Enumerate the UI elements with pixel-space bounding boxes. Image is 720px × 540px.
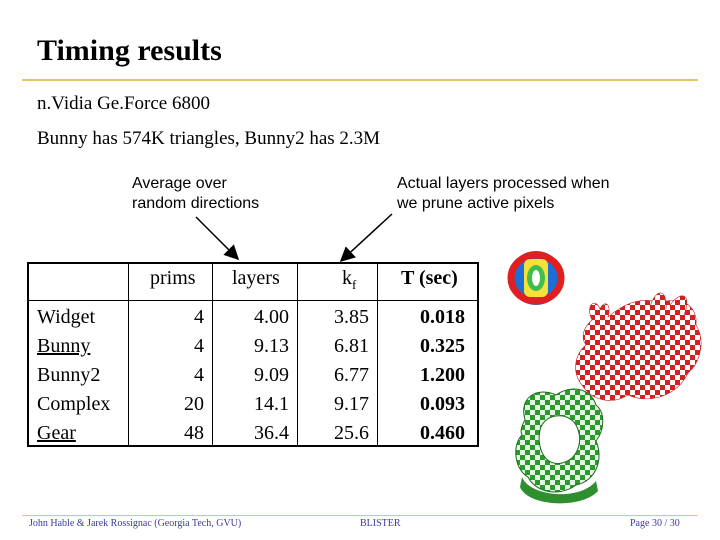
- cell-kf: 25.6: [334, 422, 369, 444]
- cell-layers: 9.13: [254, 335, 289, 357]
- row-name: Bunny2: [37, 364, 101, 386]
- cell-time: 0.325: [420, 335, 465, 357]
- col-header-prims: prims: [150, 267, 196, 289]
- col-header-kf: kf: [342, 267, 357, 292]
- kf-column: 3.85 6.81 6.77 9.17 25.6: [334, 303, 369, 448]
- slide-title: Timing results: [37, 34, 222, 67]
- footer-project: BLISTER: [360, 518, 401, 529]
- cell-kf: 9.17: [334, 393, 369, 415]
- cell-kf: 6.77: [334, 364, 369, 386]
- cell-time: 1.200: [420, 364, 465, 386]
- cell-layers: 4.00: [254, 306, 289, 328]
- cell-layers: 14.1: [254, 393, 289, 415]
- cell-kf: 6.81: [334, 335, 369, 357]
- cell-time: 0.460: [420, 422, 465, 444]
- bunny-render: [575, 292, 702, 401]
- cell-time: 0.093: [420, 393, 465, 415]
- note-average: Average over random directions: [132, 174, 259, 214]
- timing-table: prims layers kf T (sec) Widget Bunny Bun…: [27, 262, 479, 447]
- footer-authors: John Hable & Jarek Rossignac (Georgia Te…: [29, 518, 242, 529]
- prims-column: 4 4 4 20 48: [184, 303, 204, 448]
- cell-prims: 4: [194, 364, 204, 386]
- cell-prims: 4: [194, 306, 204, 328]
- cell-prims: 48: [184, 422, 204, 444]
- note-actual-line-2: we prune active pixels: [397, 195, 555, 212]
- cell-time: 0.018: [420, 306, 465, 328]
- row-name: Bunny: [37, 335, 91, 357]
- cell-layers: 36.4: [254, 422, 289, 444]
- arrow-to-kf: [339, 213, 393, 263]
- row-name: Widget: [37, 306, 96, 328]
- note-average-line-2: random directions: [132, 195, 260, 212]
- cell-layers: 9.09: [254, 364, 289, 386]
- time-column: 0.018 0.325 1.200 0.093 0.460: [420, 303, 465, 448]
- row-names: Widget Bunny Bunny2 Complex Gear: [37, 303, 110, 448]
- note-actual-layers: Actual layers processed when we prune ac…: [397, 174, 610, 214]
- cell-prims: 4: [194, 335, 204, 357]
- layers-column: 4.00 9.13 9.09 14.1 36.4: [254, 303, 289, 448]
- triangle-count-line: Bunny has 574K triangles, Bunny2 has 2.3…: [37, 128, 381, 149]
- gpu-line: n.Vidia Ge.Force 6800: [37, 93, 210, 114]
- row-name: Gear: [37, 422, 76, 444]
- gear-render: [515, 388, 604, 504]
- col-header-time: T (sec): [401, 267, 458, 289]
- note-actual-line-1: Actual layers processed when: [397, 175, 610, 192]
- cell-kf: 3.85: [334, 306, 369, 328]
- note-average-line-1: Average over: [132, 175, 227, 192]
- footer-divider: [22, 515, 698, 516]
- arrow-to-layers: [195, 216, 240, 261]
- title-divider: [22, 79, 698, 81]
- widget-render: [507, 251, 565, 305]
- cell-prims: 20: [184, 393, 204, 415]
- model-renderings: [507, 251, 702, 504]
- col-header-layers: layers: [232, 267, 280, 289]
- footer-page-number: Page 30 / 30: [630, 518, 680, 529]
- row-name: Complex: [37, 393, 111, 415]
